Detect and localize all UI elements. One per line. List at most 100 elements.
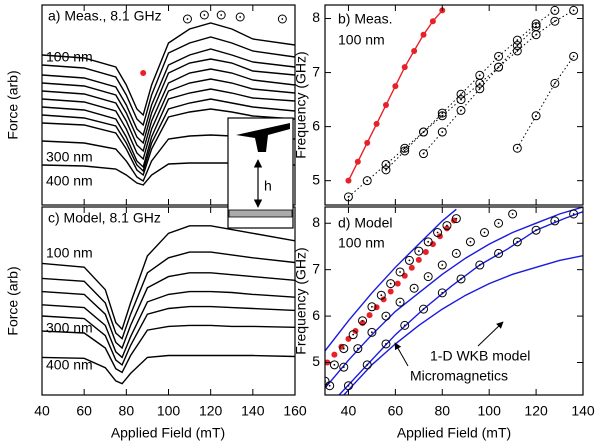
inset-label: h (264, 178, 272, 194)
point-center (516, 44, 519, 47)
point-center (380, 294, 383, 297)
x-tick-label: 100 (478, 403, 502, 419)
panel-title: a) Meas., 8.1 GHz (48, 8, 162, 24)
point (512, 143, 522, 153)
point (329, 360, 339, 370)
x-tick-label: 100 (157, 403, 181, 419)
cantilever (236, 123, 290, 152)
point (339, 362, 349, 372)
point (382, 102, 389, 108)
point-center (239, 16, 242, 18)
point (394, 280, 401, 287)
point (325, 381, 335, 391)
point (451, 214, 461, 224)
y-tick-label: 5 (312, 353, 320, 369)
point (199, 10, 209, 20)
inset: h (227, 117, 294, 229)
series-line (385, 9, 556, 171)
point (380, 296, 387, 303)
point-center (366, 179, 369, 182)
point (354, 158, 361, 165)
point-center (516, 147, 519, 150)
point (437, 111, 447, 121)
annotation: 400 nm (46, 357, 93, 373)
point-center (361, 319, 364, 322)
point (345, 335, 352, 342)
y-tick-label: 7 (312, 63, 320, 79)
x-tick-label: 120 (199, 403, 223, 419)
point (400, 143, 410, 153)
annotation: 300 nm (46, 149, 93, 165)
point-center (572, 213, 575, 215)
panel-title: b) Meas. (338, 11, 392, 27)
point-center (328, 384, 331, 387)
point-center (403, 150, 406, 152)
point (550, 78, 560, 88)
point-center (535, 23, 537, 25)
point-center (460, 98, 462, 101)
point (456, 89, 466, 99)
point (442, 221, 452, 231)
point (339, 344, 349, 354)
series-line (42, 48, 295, 137)
point (386, 279, 396, 289)
point-center (333, 363, 336, 366)
point-center (220, 14, 223, 16)
point (512, 237, 522, 247)
point (362, 176, 372, 186)
point-center (352, 333, 355, 336)
point-center (281, 18, 284, 20)
point (531, 19, 541, 29)
annotation: 100 nm (338, 32, 385, 48)
y-tick-label: 8 (312, 9, 320, 25)
point-center (535, 114, 537, 117)
annotation: 100 nm (46, 49, 93, 65)
x-tick-label: 140 (241, 403, 265, 419)
point (508, 209, 518, 219)
point-center (572, 9, 575, 12)
point-center (460, 93, 462, 96)
series-line (42, 68, 295, 153)
point-center (342, 366, 345, 369)
point (419, 149, 429, 159)
y-tick-label: 7 (312, 260, 320, 276)
point-center (535, 33, 537, 36)
point-center (408, 259, 411, 262)
annotation-arrows (394, 321, 504, 367)
point (409, 283, 419, 293)
point (395, 297, 405, 307)
point-center (342, 347, 345, 350)
point (451, 248, 461, 258)
x-tick-label: 60 (388, 403, 404, 419)
point (531, 225, 541, 235)
annotation: 100 nm (338, 235, 385, 251)
point (456, 95, 466, 105)
point (429, 18, 436, 25)
point-center (553, 9, 556, 12)
point (475, 260, 485, 270)
point (140, 70, 147, 76)
point-center (478, 87, 481, 90)
point (531, 111, 541, 121)
point-center (441, 131, 444, 133)
point-center (446, 224, 448, 227)
point (381, 311, 391, 321)
point (465, 237, 475, 247)
point (373, 120, 380, 127)
point (433, 228, 443, 238)
point (550, 216, 560, 226)
point (419, 304, 429, 314)
point (400, 320, 410, 330)
point-center (441, 264, 444, 266)
x-tick-label: 140 (571, 403, 595, 419)
point (216, 10, 226, 20)
point (395, 267, 405, 277)
point (475, 70, 485, 80)
point-center (441, 112, 444, 115)
point-center (460, 278, 462, 280)
point (415, 256, 422, 263)
point (348, 330, 358, 340)
y-tick-label: 6 (312, 307, 320, 323)
annotation-arrow (394, 342, 409, 367)
point (494, 62, 504, 72)
